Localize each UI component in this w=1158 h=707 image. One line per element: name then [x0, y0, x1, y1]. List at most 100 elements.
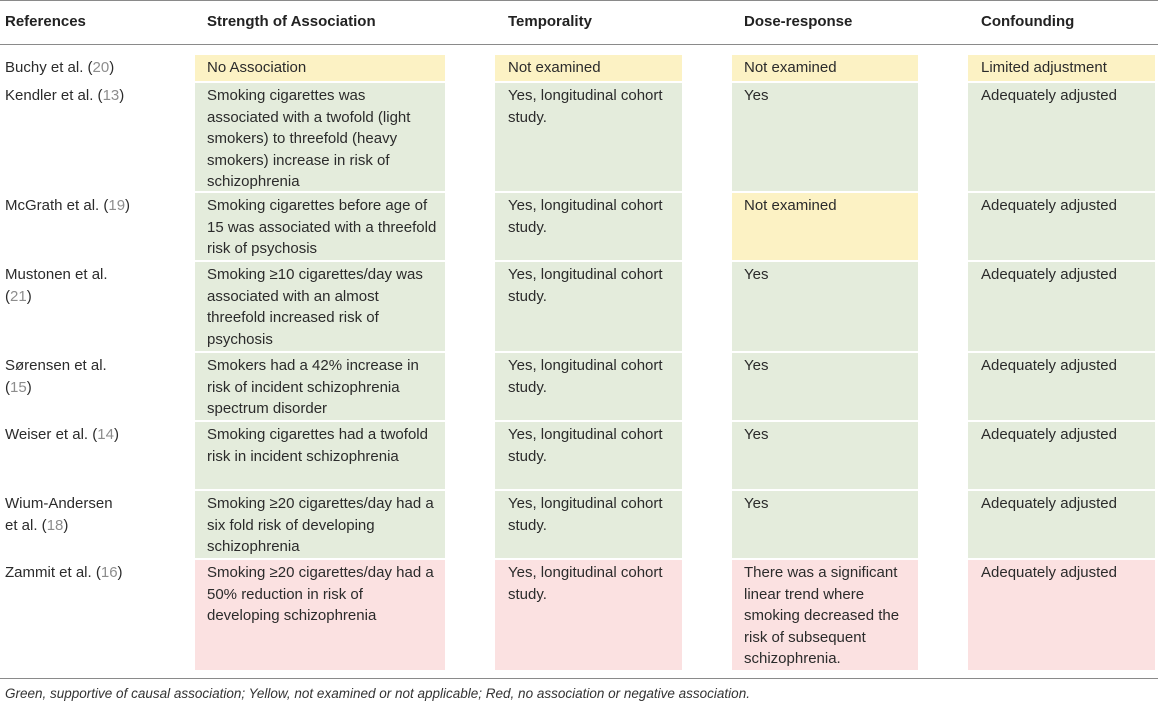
- dose-cell-background: [732, 491, 918, 558]
- temporality-cell-background: [495, 55, 682, 81]
- confounding-cell: Adequately adjusted: [981, 357, 1117, 374]
- reference-author: Weiser et al. (: [5, 426, 98, 443]
- confounding-cell-background: [968, 262, 1155, 351]
- reference-number-link[interactable]: 16: [100, 564, 118, 581]
- header-strength: Strength of Association: [207, 13, 376, 30]
- temporality-cell-background: [495, 353, 682, 420]
- reference-close-paren: ): [63, 516, 69, 534]
- dose-cell: Yes: [744, 266, 769, 283]
- temporality-cell: Yes, longitudinal cohort study.: [508, 426, 663, 465]
- reference-number-link[interactable]: 14: [97, 426, 114, 443]
- confounding-cell: Adequately adjusted: [981, 266, 1117, 283]
- strength-cell: Smoking cigarettes was associated with a…: [207, 87, 411, 190]
- reference-author: Zammit et al. (: [5, 564, 101, 581]
- strength-cell: Smoking cigarettes had a twofold risk in…: [207, 426, 428, 465]
- reference-cell: McGrath et al. (19): [5, 195, 185, 217]
- header-rule: [0, 44, 1158, 45]
- reference-cell: Sørensen et al. (15): [5, 355, 125, 398]
- reference-cell: Weiser et al. (14): [5, 424, 185, 446]
- strength-cell-background: [195, 193, 445, 260]
- temporality-cell-background: [495, 262, 682, 351]
- strength-cell-background: [195, 491, 445, 558]
- dose-cell: Not examined: [744, 59, 837, 76]
- reference-number-link[interactable]: 19: [108, 197, 126, 214]
- dose-cell-background: [732, 353, 918, 420]
- reference-number-link[interactable]: 21: [10, 287, 27, 305]
- header-temporality: Temporality: [508, 13, 592, 30]
- reference-number-link[interactable]: 20: [92, 59, 110, 76]
- confounding-cell-background: [968, 193, 1155, 260]
- header-references: References: [5, 13, 86, 30]
- reference-author: Kendler et al. (: [5, 87, 103, 104]
- confounding-cell: Adequately adjusted: [981, 426, 1117, 443]
- dose-cell-background: [732, 55, 918, 81]
- confounding-cell-background: [968, 353, 1155, 420]
- confounding-cell: Limited adjustment: [981, 59, 1107, 76]
- confounding-cell: Adequately adjusted: [981, 197, 1117, 214]
- confounding-cell: Adequately adjusted: [981, 564, 1117, 581]
- strength-cell: Smoking ≥20 cigarettes/day had a six fol…: [207, 495, 434, 555]
- reference-cell: Wium-Andersen et al. (18): [5, 493, 125, 536]
- reference-author: Buchy et al. (: [5, 59, 93, 76]
- temporality-cell-background: [495, 83, 682, 191]
- strength-cell: No Association: [207, 59, 307, 76]
- reference-close-paren: ): [113, 426, 119, 443]
- temporality-cell: Yes, longitudinal cohort study.: [508, 266, 663, 305]
- reference-close-paren: ): [125, 197, 131, 214]
- strength-cell-background: [195, 353, 445, 420]
- dose-cell: Yes: [744, 357, 769, 374]
- dose-cell-background: [732, 422, 918, 489]
- dose-cell: There was a significant linear trend whe…: [744, 564, 900, 667]
- dose-cell-background: [732, 560, 918, 670]
- reference-cell: Kendler et al. (13): [5, 85, 185, 107]
- strength-cell: Smoking cigarettes before age of 15 was …: [207, 197, 437, 257]
- reference-author: Sørensen et al. (: [5, 357, 107, 396]
- strength-cell-background: [195, 262, 445, 351]
- temporality-cell: Yes, longitudinal cohort study.: [508, 564, 663, 603]
- confounding-cell-background: [968, 55, 1155, 81]
- reference-cell: Buchy et al. (20): [5, 57, 185, 79]
- reference-close-paren: ): [109, 59, 115, 76]
- temporality-cell: Yes, longitudinal cohort study.: [508, 495, 663, 534]
- temporality-cell-background: [495, 560, 682, 670]
- reference-close-paren: ): [119, 87, 125, 104]
- strength-cell-background: [195, 422, 445, 489]
- reference-number-link[interactable]: 18: [46, 516, 64, 534]
- strength-cell-background: [195, 55, 445, 81]
- reference-close-paren: ): [117, 564, 123, 581]
- temporality-cell: Yes, longitudinal cohort study.: [508, 87, 663, 126]
- temporality-cell-background: [495, 491, 682, 558]
- header-dose-response: Dose-response: [744, 13, 853, 30]
- table-bottom-rule: [0, 678, 1158, 679]
- reference-close-paren: ): [26, 378, 32, 396]
- confounding-cell: Adequately adjusted: [981, 495, 1117, 512]
- temporality-cell-background: [495, 193, 682, 260]
- strength-cell-background: [195, 560, 445, 670]
- confounding-cell-background: [968, 422, 1155, 489]
- dose-cell: Not examined: [744, 197, 837, 214]
- temporality-cell: Yes, longitudinal cohort study.: [508, 357, 663, 396]
- temporality-cell: Yes, longitudinal cohort study.: [508, 197, 663, 236]
- reference-author: Mustonen et al. (: [5, 266, 108, 305]
- dose-cell-background: [732, 83, 918, 191]
- dose-cell-background: [732, 262, 918, 351]
- dose-cell-background: [732, 193, 918, 260]
- strength-cell: Smoking ≥10 cigarettes/day was associate…: [207, 266, 423, 348]
- table-footnote: Green, supportive of causal association;…: [5, 686, 750, 701]
- temporality-cell: Not examined: [508, 59, 601, 76]
- confounding-cell-background: [968, 560, 1155, 670]
- confounding-cell: Adequately adjusted: [981, 87, 1117, 104]
- strength-cell: Smokers had a 42% increase in risk of in…: [207, 357, 419, 417]
- confounding-cell-background: [968, 83, 1155, 191]
- reference-cell: Zammit et al. (16): [5, 562, 185, 584]
- strength-cell: Smoking ≥20 cigarettes/day had a 50% red…: [207, 564, 434, 624]
- reference-close-paren: ): [26, 287, 32, 305]
- confounding-cell-background: [968, 491, 1155, 558]
- table-top-rule: [0, 0, 1158, 1]
- strength-cell-background: [195, 83, 445, 191]
- dose-cell: Yes: [744, 495, 769, 512]
- reference-number-link[interactable]: 13: [102, 87, 120, 104]
- reference-number-link[interactable]: 15: [10, 378, 27, 396]
- reference-author: McGrath et al. (: [5, 197, 109, 214]
